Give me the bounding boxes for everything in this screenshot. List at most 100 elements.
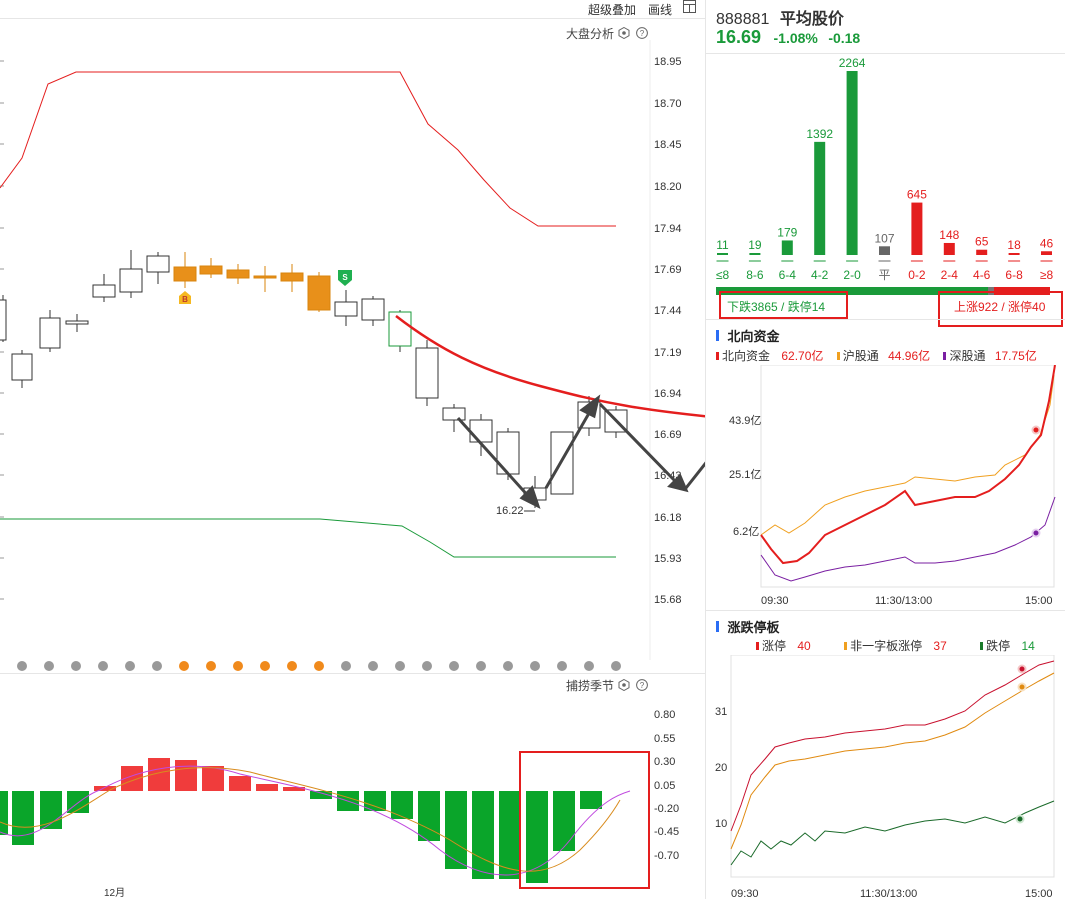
northbound-line bbox=[760, 365, 1056, 565]
lb-x-tick: 09:30 bbox=[731, 888, 759, 899]
distribution-bar bbox=[1008, 253, 1020, 255]
distribution-count: 1392 bbox=[806, 127, 833, 141]
limit-board-chart[interactable]: 31 20 10 09:30 11:30/13:00 15:00 bbox=[705, 655, 1065, 899]
lb-x-tick: 15:00 bbox=[1025, 888, 1053, 899]
legend-item: 沪股通 44.96亿 bbox=[836, 349, 930, 363]
legend-item: 非一字板涨停 37 bbox=[844, 639, 947, 653]
lb-y-tick: 20 bbox=[715, 762, 727, 774]
non-one-word-limit-up-line bbox=[730, 672, 1055, 850]
svg-text:-0.20: -0.20 bbox=[654, 803, 679, 815]
distribution-bar bbox=[943, 242, 955, 255]
period-dots[interactable] bbox=[0, 658, 705, 674]
limit-board-header: 涨跌停板 bbox=[716, 617, 779, 637]
indicator-histogram[interactable]: 0.80 0.55 0.30 0.05 -0.20 -0.45 -0.70 bbox=[0, 690, 705, 899]
change-pct: -1.08% bbox=[773, 30, 818, 46]
layout-grid-icon[interactable] bbox=[683, 0, 696, 16]
drawn-trend-curve bbox=[395, 315, 705, 418]
toolbar-divider bbox=[0, 18, 705, 19]
legend-swatch bbox=[756, 642, 759, 650]
indicator-settings-icon[interactable] bbox=[618, 678, 630, 696]
distribution-label: ≥8 bbox=[1040, 268, 1054, 282]
indicator-title[interactable]: 捕捞季节 bbox=[566, 679, 615, 693]
northbound-flow-chart[interactable]: 43.9亿 25.1亿 6.2亿 09:30 11:30/13:00 15:00 bbox=[705, 365, 1065, 610]
northbound-legend: 北向资金 62.70亿 沪股通 44.96亿 深股通 17.75亿 bbox=[716, 347, 1037, 364]
indicator-line-orange bbox=[0, 767, 621, 872]
legend-swatch bbox=[836, 352, 840, 360]
distribution-bar bbox=[976, 249, 988, 255]
distribution-label: 2-0 bbox=[843, 268, 861, 282]
distribution-bar bbox=[911, 202, 923, 255]
svg-text:0.55: 0.55 bbox=[654, 733, 675, 745]
draw-line-button[interactable]: 画线 bbox=[648, 3, 673, 17]
distribution-count: 18 bbox=[1007, 238, 1021, 252]
distribution-bars: 11 ≤8 19 8-6 179 6-4 1392 4-2 2264 2-0 107 平 645 0-2 1… bbox=[716, 56, 1054, 282]
legend-item: 北向资金 62.70亿 bbox=[716, 349, 823, 363]
distribution-label: 8-6 bbox=[746, 268, 764, 282]
distribution-count: 19 bbox=[748, 238, 762, 252]
svg-text:?: ? bbox=[640, 29, 645, 38]
buy-marker[interactable]: B bbox=[179, 291, 191, 304]
nb-x-tick: 11:30/13:00 bbox=[875, 595, 932, 607]
candles-late bbox=[334, 290, 628, 508]
sz-connect-line bbox=[760, 496, 1056, 582]
low-price-label: 16.22 bbox=[496, 505, 524, 517]
distribution-bar bbox=[846, 71, 858, 255]
limit-up-end-dot bbox=[1017, 664, 1027, 674]
quote-values: 16.69 -1.08% -0.18 bbox=[716, 27, 860, 48]
limit-down-end-dot bbox=[1015, 814, 1025, 824]
indicator-axis: 0.80 0.55 0.30 0.05 -0.20 -0.45 -0.70 bbox=[654, 709, 679, 862]
overlay-button[interactable]: 超级叠加 bbox=[588, 3, 637, 17]
settings-icon[interactable] bbox=[618, 26, 630, 44]
distribution-count: 65 bbox=[975, 235, 989, 249]
indicator-help-icon[interactable]: ? bbox=[636, 678, 648, 696]
distribution-label: 6-8 bbox=[1005, 268, 1023, 282]
indicator-highlight-box bbox=[519, 751, 650, 889]
distribution-count: 11 bbox=[716, 238, 729, 252]
highlight-candles bbox=[173, 252, 331, 312]
distribution-bar bbox=[781, 240, 793, 255]
candlestick-chart[interactable]: 18.95 18.70 18.45 18.20 17.94 17.69 17.4… bbox=[0, 40, 705, 670]
market-analysis-label[interactable]: 大盘分析 bbox=[566, 27, 615, 41]
price-tick: 17.94 bbox=[654, 223, 682, 235]
distribution-label: 2-4 bbox=[941, 268, 959, 282]
non-one-word-end-dot bbox=[1017, 682, 1027, 692]
nb-x-tick: 15:00 bbox=[1025, 595, 1053, 607]
distribution-label: ≤8 bbox=[716, 268, 730, 282]
distribution-label: 平 bbox=[878, 268, 890, 282]
quote-divider bbox=[705, 53, 1065, 54]
distribution-label: 0-2 bbox=[908, 268, 926, 282]
distribution-count: 645 bbox=[907, 188, 927, 202]
distribution-bar bbox=[1041, 251, 1052, 255]
lower-band-line bbox=[0, 518, 616, 558]
price-tick: 18.95 bbox=[654, 56, 682, 68]
distribution-count: 107 bbox=[874, 231, 894, 245]
candles bbox=[0, 250, 170, 388]
drawn-arrows bbox=[456, 394, 705, 509]
legend-item: 深股通 17.75亿 bbox=[943, 349, 1037, 363]
change-value: -0.18 bbox=[828, 30, 861, 46]
distribution-count: 148 bbox=[939, 228, 959, 242]
indicator-line-purple bbox=[0, 765, 631, 876]
section-marker bbox=[716, 330, 719, 341]
market-overview-panel bbox=[705, 0, 1065, 899]
price-tick: 17.69 bbox=[654, 264, 682, 276]
lb-y-tick: 10 bbox=[715, 818, 727, 830]
limit-board-title: 涨跌停板 bbox=[727, 620, 780, 635]
limit-board-legend: 涨停 40 非一字板涨停 37 跌停 14 bbox=[756, 637, 1035, 654]
down-summary: 下跌3865 / 跌停14 bbox=[727, 300, 826, 314]
price-tick: 18.70 bbox=[654, 98, 682, 110]
price-tick: 18.45 bbox=[654, 139, 682, 151]
svg-text:?: ? bbox=[640, 681, 645, 690]
price-tick: 18.20 bbox=[654, 181, 682, 193]
green-bars-late bbox=[310, 791, 602, 883]
sell-marker[interactable]: S bbox=[338, 270, 352, 286]
distribution-label: 4-6 bbox=[973, 268, 991, 282]
price: 16.69 bbox=[716, 27, 762, 47]
nb-y-tick: 43.9亿 bbox=[729, 414, 761, 427]
month-label: 12月 bbox=[104, 887, 125, 899]
up-summary-box bbox=[938, 291, 1063, 327]
distribution-count: 2264 bbox=[839, 56, 866, 70]
legend-swatch bbox=[716, 352, 719, 360]
help-icon[interactable]: ? bbox=[636, 26, 648, 44]
rise-fall-distribution-chart[interactable]: 11 ≤8 19 8-6 179 6-4 1392 4-2 2264 2-0 107 平 645 0-2 1… bbox=[705, 55, 1065, 320]
